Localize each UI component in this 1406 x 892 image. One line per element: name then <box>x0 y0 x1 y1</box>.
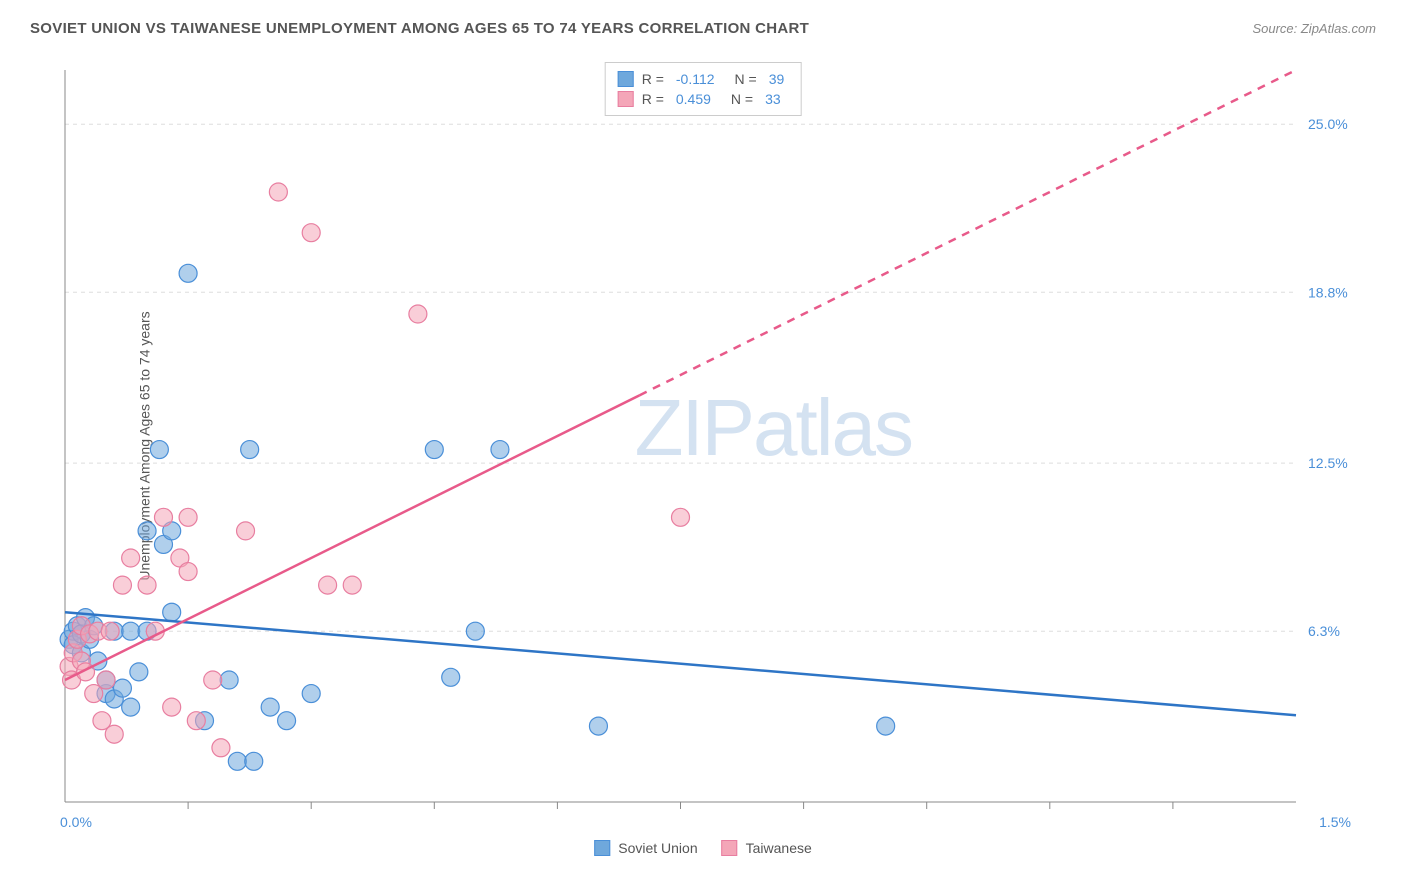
scatter-point <box>220 671 238 689</box>
scatter-point <box>589 717 607 735</box>
scatter-point <box>122 698 140 716</box>
correlation-legend: R = -0.112 N = 39 R = 0.459 N = 33 <box>605 62 802 116</box>
legend-label-taiwanese: Taiwanese <box>746 840 812 856</box>
swatch-taiwanese <box>618 91 634 107</box>
trend-line <box>65 612 1296 715</box>
scatter-point <box>163 698 181 716</box>
scatter-point <box>179 563 197 581</box>
source-label: Source: ZipAtlas.com <box>1252 21 1376 36</box>
svg-text:25.0%: 25.0% <box>1308 116 1348 132</box>
scatter-point <box>113 576 131 594</box>
scatter-point <box>245 752 263 770</box>
scatter-point <box>138 576 156 594</box>
scatter-point <box>466 622 484 640</box>
scatter-point <box>269 183 287 201</box>
svg-text:12.5%: 12.5% <box>1308 455 1348 471</box>
scatter-point <box>672 508 690 526</box>
scatter-point <box>122 549 140 567</box>
scatter-point <box>302 685 320 703</box>
scatter-point <box>877 717 895 735</box>
scatter-point <box>97 671 115 689</box>
scatter-point <box>319 576 337 594</box>
scatter-point <box>154 508 172 526</box>
chart-title: SOVIET UNION VS TAIWANESE UNEMPLOYMENT A… <box>30 20 809 37</box>
legend-row-taiwanese: R = 0.459 N = 33 <box>618 89 789 109</box>
trend-line-dashed <box>639 70 1296 395</box>
scatter-point <box>237 522 255 540</box>
scatter-point <box>442 668 460 686</box>
svg-text:1.5%: 1.5% <box>1319 814 1351 830</box>
scatter-point <box>163 603 181 621</box>
scatter-point <box>179 508 197 526</box>
scatter-point <box>150 441 168 459</box>
series-legend: Soviet Union Taiwanese <box>594 840 812 856</box>
scatter-point <box>212 739 230 757</box>
scatter-point <box>261 698 279 716</box>
scatter-point <box>130 663 148 681</box>
scatter-point <box>241 441 259 459</box>
scatter-point <box>278 712 296 730</box>
legend-row-soviet: R = -0.112 N = 39 <box>618 69 789 89</box>
scatter-point <box>425 441 443 459</box>
legend-label-soviet: Soviet Union <box>618 840 697 856</box>
scatter-point <box>187 712 205 730</box>
scatter-point <box>138 522 156 540</box>
svg-text:18.8%: 18.8% <box>1308 284 1348 300</box>
swatch-taiwanese-bottom <box>722 840 738 856</box>
scatter-point <box>343 576 361 594</box>
chart-area: 6.3%12.5%18.8%25.0%0.0%1.5% <box>55 60 1366 822</box>
scatter-point <box>122 622 140 640</box>
swatch-soviet <box>618 71 634 87</box>
scatter-point <box>179 264 197 282</box>
scatter-point <box>491 441 509 459</box>
scatter-point <box>101 622 119 640</box>
scatter-point <box>105 725 123 743</box>
scatter-point <box>204 671 222 689</box>
scatter-point <box>302 224 320 242</box>
svg-text:6.3%: 6.3% <box>1308 623 1340 639</box>
scatter-point <box>228 752 246 770</box>
swatch-soviet-bottom <box>594 840 610 856</box>
svg-text:0.0%: 0.0% <box>60 814 92 830</box>
scatter-point <box>113 679 131 697</box>
scatter-point <box>409 305 427 323</box>
